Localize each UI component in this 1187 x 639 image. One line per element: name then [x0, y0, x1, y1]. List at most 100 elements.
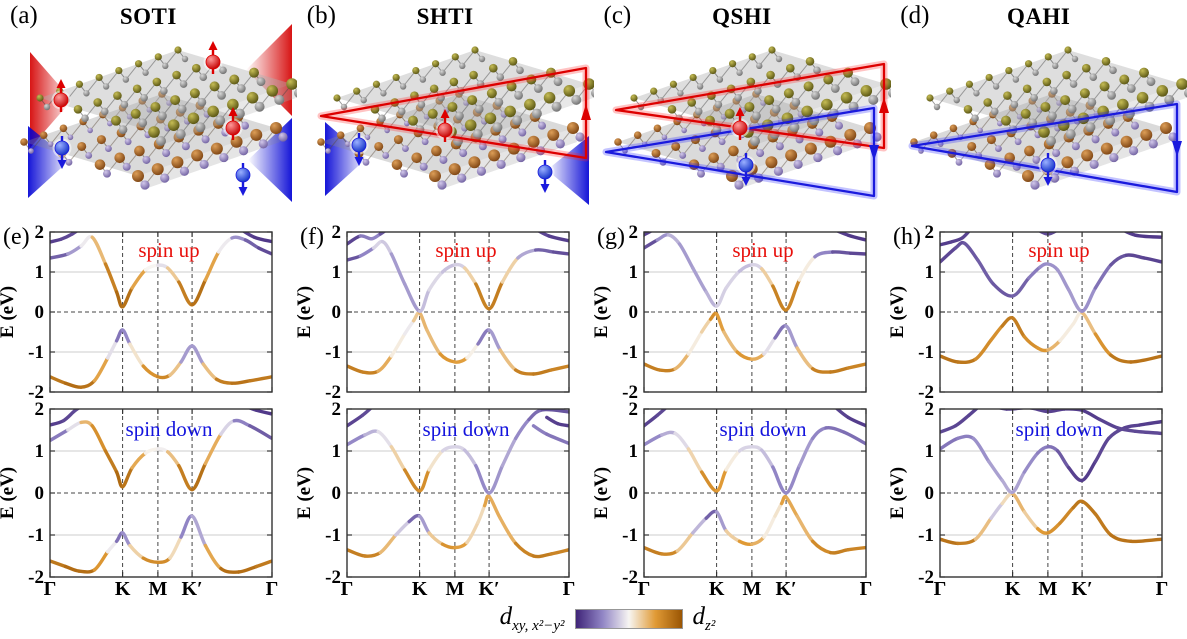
- band-segment: [120, 286, 134, 309]
- band-segment: [1000, 478, 1015, 494]
- atom-sphere: [661, 134, 667, 141]
- atom-sphere: [122, 76, 130, 83]
- atom-sphere: [804, 142, 817, 155]
- atom-sphere: [132, 170, 144, 182]
- atom-sphere: [812, 152, 822, 163]
- band-segment: [531, 368, 553, 376]
- atom-sphere: [469, 70, 478, 80]
- band-segment: [61, 409, 77, 423]
- bands-group: [644, 409, 866, 556]
- plot-cell-h-down: 2 1 0 -1 -2 E (eV) spin down Γ KM K′ Γ: [890, 400, 1187, 598]
- band-segment: [784, 324, 799, 350]
- atom-sphere: [179, 166, 190, 176]
- band-segment: [545, 432, 569, 446]
- atom-sphere: [1107, 90, 1117, 100]
- atom-sphere: [712, 125, 721, 135]
- plot-cell-g-up: 2 1 0 -1 -2 E (eV) spin up (g): [594, 210, 891, 400]
- atom-sphere: [1050, 173, 1060, 183]
- atom-sphere: [1099, 81, 1110, 92]
- atom-sphere: [1061, 156, 1074, 169]
- x-tick-label: M: [445, 578, 464, 598]
- y-tick-label: -2: [28, 567, 44, 588]
- atom-sphere: [775, 55, 782, 63]
- atom-sphere: [498, 135, 507, 144]
- atom-sphere: [316, 138, 325, 146]
- atom-sphere: [67, 134, 74, 141]
- y-tick-label: 1: [332, 441, 342, 462]
- band-segment: [474, 282, 491, 311]
- atom-sphere: [984, 159, 996, 170]
- spin-label: spin up: [435, 238, 496, 262]
- band-segment: [813, 250, 835, 259]
- atom-sphere: [401, 145, 409, 153]
- band-segment: [750, 352, 766, 361]
- band-segment: [514, 368, 536, 376]
- atom-sphere: [689, 73, 697, 82]
- atom-sphere: [1146, 77, 1156, 87]
- x-tick-label: Γ: [266, 578, 279, 598]
- atom-sphere: [765, 70, 775, 80]
- band-segment: [846, 545, 866, 552]
- atom-sphere: [132, 84, 142, 94]
- band-segment: [156, 373, 172, 380]
- band-segment: [677, 242, 695, 270]
- atom-sphere: [197, 97, 207, 107]
- atom-sphere: [1119, 74, 1130, 85]
- atom-sphere: [993, 83, 1000, 90]
- band-segment: [474, 464, 491, 495]
- band-segment: [655, 233, 671, 242]
- atom-sphere: [926, 94, 934, 102]
- band-segment: [50, 237, 63, 244]
- atom-sphere: [1064, 46, 1072, 54]
- atom-sphere: [431, 60, 439, 68]
- band-structure-g-spin-up: 2 1 0 -1 -2 E (eV) spin up (g): [594, 222, 867, 400]
- atom-sphere: [1048, 111, 1058, 121]
- panel-label-c: (c): [603, 2, 632, 29]
- band-segment: [675, 531, 695, 553]
- y-tick-label: -1: [622, 525, 638, 546]
- band-segment: [549, 364, 569, 372]
- band-segment: [500, 256, 520, 284]
- atom-sphere: [274, 94, 285, 105]
- atom-sphere: [748, 53, 756, 61]
- band-segment: [1036, 445, 1050, 455]
- atom-sphere: [1105, 115, 1116, 126]
- atom-sphere: [531, 108, 542, 119]
- y-tick-label: 1: [35, 441, 45, 462]
- atom-sphere: [476, 166, 486, 176]
- atom-sphere: [28, 148, 34, 154]
- atom-sphere: [763, 95, 774, 106]
- spin-arrow-red-up: [223, 107, 243, 140]
- x-tick-label: Γ: [44, 578, 57, 598]
- atom-sphere: [1164, 94, 1175, 105]
- band-segment: [527, 409, 545, 422]
- atom-sphere: [676, 90, 684, 97]
- structure-panel-soti: (a) SOTI: [0, 0, 297, 210]
- band-segment: [660, 430, 677, 437]
- band-segment: [363, 550, 382, 558]
- atom-sphere: [102, 83, 110, 90]
- band-segment: [784, 464, 802, 495]
- panel-label: (h): [893, 224, 921, 250]
- atom-sphere: [678, 152, 686, 159]
- atom-sphere: [1046, 136, 1057, 146]
- band-segment: [1133, 429, 1162, 436]
- atom-sphere: [399, 169, 408, 178]
- atom-sphere: [113, 91, 122, 100]
- band-segment: [737, 263, 754, 273]
- atom-sphere: [209, 81, 220, 92]
- atom-sphere: [207, 105, 219, 118]
- band-segment: [417, 514, 431, 535]
- band-segment: [956, 357, 978, 365]
- atom-sphere: [256, 77, 266, 87]
- atom-sphere: [160, 173, 170, 183]
- atom-sphere: [850, 77, 859, 87]
- band-segment: [1067, 466, 1084, 483]
- y-tick-label: -1: [325, 525, 341, 546]
- atom-sphere: [527, 135, 540, 148]
- atom-sphere: [963, 105, 973, 114]
- atom-sphere: [724, 108, 735, 119]
- band-segment: [1022, 335, 1040, 350]
- band-segment: [103, 449, 119, 474]
- atom-sphere: [735, 69, 743, 76]
